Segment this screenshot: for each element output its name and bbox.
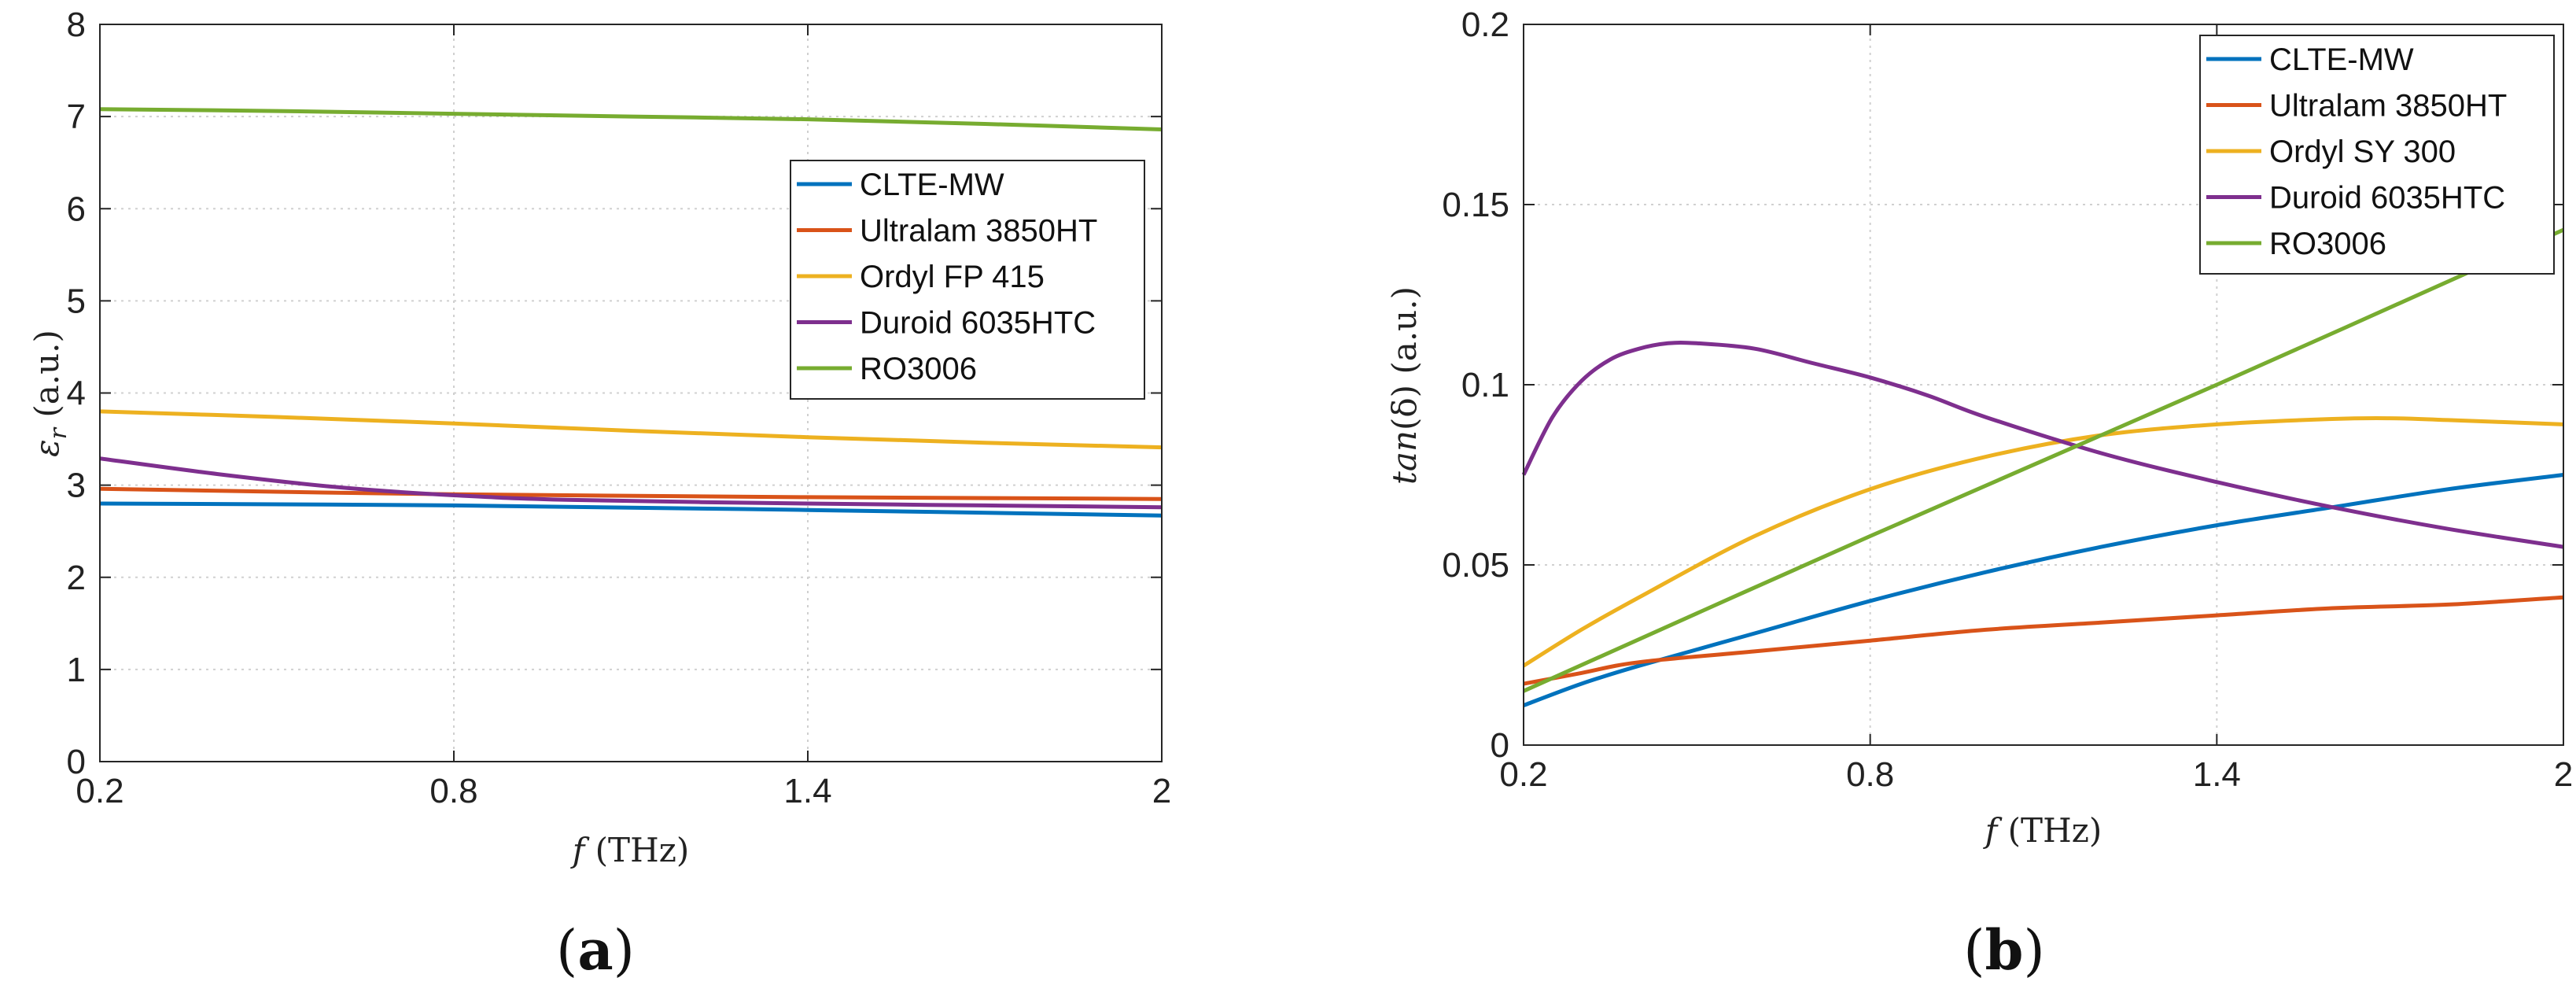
series-line-ordyl-sy-300	[1522, 415, 2564, 668]
series-line-ro3006	[1522, 227, 2565, 693]
y-tick-label: 1	[67, 651, 86, 689]
series-line-duroid-6035htc	[1521, 340, 2564, 549]
series-line-ultralam-3850ht	[1523, 595, 2564, 686]
y-axis-title-a: εr (a.u.)	[28, 330, 72, 457]
y-axis-title-b: tan(δ) (a.u.)	[1385, 286, 1424, 485]
legend-label-ro3006: RO3006	[860, 352, 977, 386]
y-tick-label: 2	[67, 559, 86, 597]
panel-caption-b: (b)	[1963, 917, 2045, 983]
y-tick-label: 0.1	[1461, 366, 1509, 404]
legend-label-ultralam-3850ht: Ultralam 3850HT	[2269, 89, 2507, 124]
x-tick-label: 0.8	[429, 772, 477, 810]
y-tick-label: 0.2	[1461, 6, 1509, 44]
series-line-duroid-6035htc	[99, 456, 1163, 510]
y-tick-label: 8	[67, 6, 86, 44]
x-tick-label: 2	[1152, 772, 1171, 810]
series-line-clte-mw	[1523, 473, 2564, 707]
legend-box-a	[790, 160, 1145, 400]
y-tick-label: 4	[67, 375, 86, 413]
legend-b: CLTE-MW Ultralam 3850HT Ordyl SY 300 Duroid…	[2199, 35, 2555, 275]
panel-caption-letter-a: a	[577, 917, 613, 983]
y-tick-label: 0	[1491, 726, 1509, 765]
legend-box-b	[2199, 35, 2555, 275]
y-axis-arg-b: (δ)	[1385, 385, 1424, 430]
series-line-ultralam-3850ht	[99, 486, 1163, 501]
x-tick-label: 2	[2554, 755, 2573, 794]
x-axis-unit-a: (THz)	[595, 831, 690, 869]
ticks-a: 0.2 0.8 1.4 2 0 1 2 3 4 5 6 7 8	[67, 6, 1172, 810]
legend-label-ordyl-fp-415: Ordyl FP 415	[860, 260, 1045, 294]
x-tick-label: 0.8	[1846, 755, 1894, 794]
y-tick-label: 5	[67, 282, 86, 320]
y-tick-label: 0.05	[1442, 546, 1509, 585]
series-line-ordyl-fp-415	[99, 409, 1163, 450]
x-axis-title-a: f (THz)	[570, 831, 689, 869]
legend-entries-b: CLTE-MW Ultralam 3850HT Ordyl SY 300 Duroid…	[2206, 42, 2507, 261]
x-tick-label: 1.4	[783, 772, 831, 810]
y-tick-label: 0	[67, 743, 86, 781]
legend-entries-a: CLTE-MW Ultralam 3850HT Ordyl FP 415 Duroid…	[797, 168, 1097, 386]
y-tick-label: 0.15	[1442, 186, 1509, 224]
series-line-clte-mw	[99, 501, 1163, 518]
x-axis-title-b: f (THz)	[1983, 811, 2102, 850]
legend-label-ordyl-sy-300: Ordyl SY 300	[2269, 135, 2456, 169]
x-axis-unit-b: (THz)	[2008, 811, 2102, 850]
y-axis-subscript-a: r	[45, 426, 72, 439]
legend-label-duroid-6035htc: Duroid 6035HTC	[860, 306, 1096, 341]
legend-label-ro3006: RO3006	[2269, 227, 2386, 261]
legend-label-duroid-6035htc: Duroid 6035HTC	[2269, 181, 2505, 216]
x-tick-label: 0.2	[1499, 755, 1547, 794]
y-axis-unit-a: (a.u.)	[28, 330, 66, 418]
chart-panel-a: 0.2 0.8 1.4 2 0 1 2 3 4 5 6 7 8 εr (a.u.) f (THz) CL…	[28, 6, 1171, 983]
legend-label-clte-mw: CLTE-MW	[2269, 42, 2414, 77]
legend-a: CLTE-MW Ultralam 3850HT Ordyl FP 415 Duroid…	[790, 160, 1145, 400]
y-axis-func-b: tan	[1385, 430, 1424, 485]
y-tick-label: 3	[67, 467, 86, 505]
series-line-ro3006	[99, 107, 1163, 131]
series-layer-a	[99, 107, 1163, 518]
panel-caption-a: (a)	[556, 917, 635, 983]
chart-panel-b: 0.2 0.8 1.4 200.050.10.150.2 tan(δ) (a.u.) …	[1385, 6, 2573, 983]
legend-label-ultralam-3850ht: Ultralam 3850HT	[860, 214, 1097, 249]
panel-caption-letter-b: b	[1985, 917, 2024, 983]
legend-label-clte-mw: CLTE-MW	[860, 168, 1004, 202]
series-layer-b	[1521, 227, 2565, 707]
x-tick-label: 1.4	[2193, 755, 2241, 794]
x-tick-label: 0.2	[76, 772, 123, 810]
y-tick-label: 7	[67, 98, 86, 136]
y-axis-symbol-a: ε	[28, 439, 66, 457]
y-tick-label: 6	[67, 190, 86, 228]
y-axis-unit-b: (a.u.)	[1385, 286, 1424, 375]
ticks-b: 0.2 0.8 1.4 2 0 0.05 0.1 0.15 0.2	[1442, 6, 2573, 794]
